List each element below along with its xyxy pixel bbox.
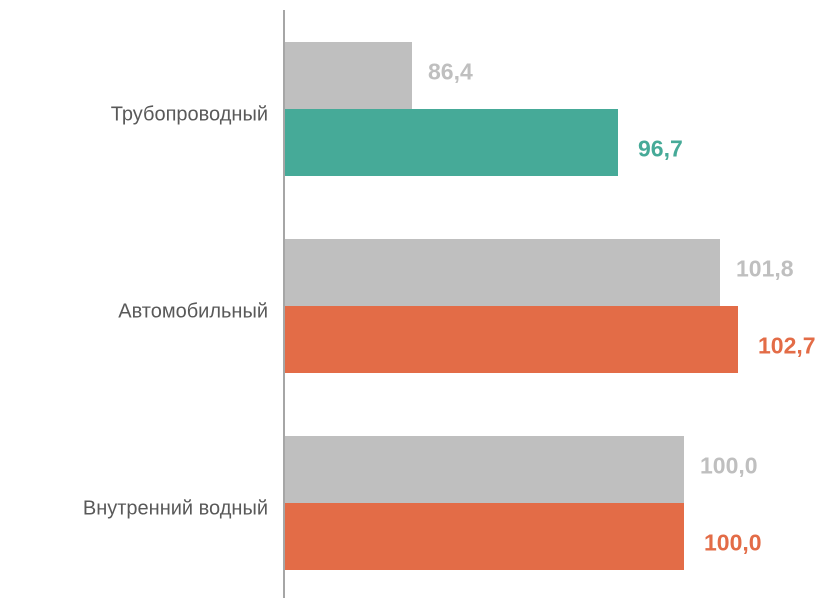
bar <box>284 436 684 503</box>
category-label: Внутренний водный <box>83 497 268 519</box>
bar <box>284 109 618 176</box>
category-label: Автомобильный <box>118 300 268 322</box>
category-label: Трубопроводный <box>111 103 268 125</box>
value-label: 100,0 <box>700 453 758 479</box>
value-label: 86,4 <box>428 59 473 85</box>
value-label: 96,7 <box>638 136 683 162</box>
bar <box>284 306 738 373</box>
bar <box>284 239 720 306</box>
value-label: 100,0 <box>704 530 762 556</box>
value-label: 102,7 <box>758 333 816 359</box>
value-label: 101,8 <box>736 256 794 282</box>
bar <box>284 42 412 109</box>
bar <box>284 503 684 570</box>
